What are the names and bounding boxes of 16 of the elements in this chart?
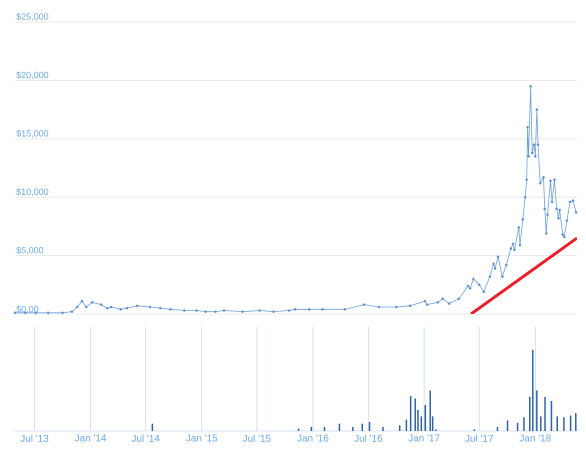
y-tick-label: $15,000 <box>16 130 48 138</box>
x-tick-label: Jan '15 <box>186 434 218 442</box>
y-tick-label: $20,000 <box>16 71 48 80</box>
x-tick-label: Jan '16 <box>297 434 328 442</box>
y-tick-label: $10,000 <box>16 188 48 196</box>
x-tick-label: Jul '16 <box>354 434 382 442</box>
y-tick-label: $25,000 <box>16 13 48 21</box>
x-tick-label: Jul '13 <box>20 434 48 442</box>
y-tick-label: $0.00 <box>16 306 38 313</box>
x-tick-label: Jan '18 <box>520 434 551 442</box>
x-tick-label: Jul '15 <box>242 434 271 442</box>
x-tick-label: Jul '14 <box>132 434 160 442</box>
x-tick-label: Jul '17 <box>465 434 493 442</box>
y-tick-label: $5,000 <box>16 246 44 254</box>
x-tick-label: Jan '14 <box>74 434 106 442</box>
x-tick-label: Jan '17 <box>408 434 440 442</box>
